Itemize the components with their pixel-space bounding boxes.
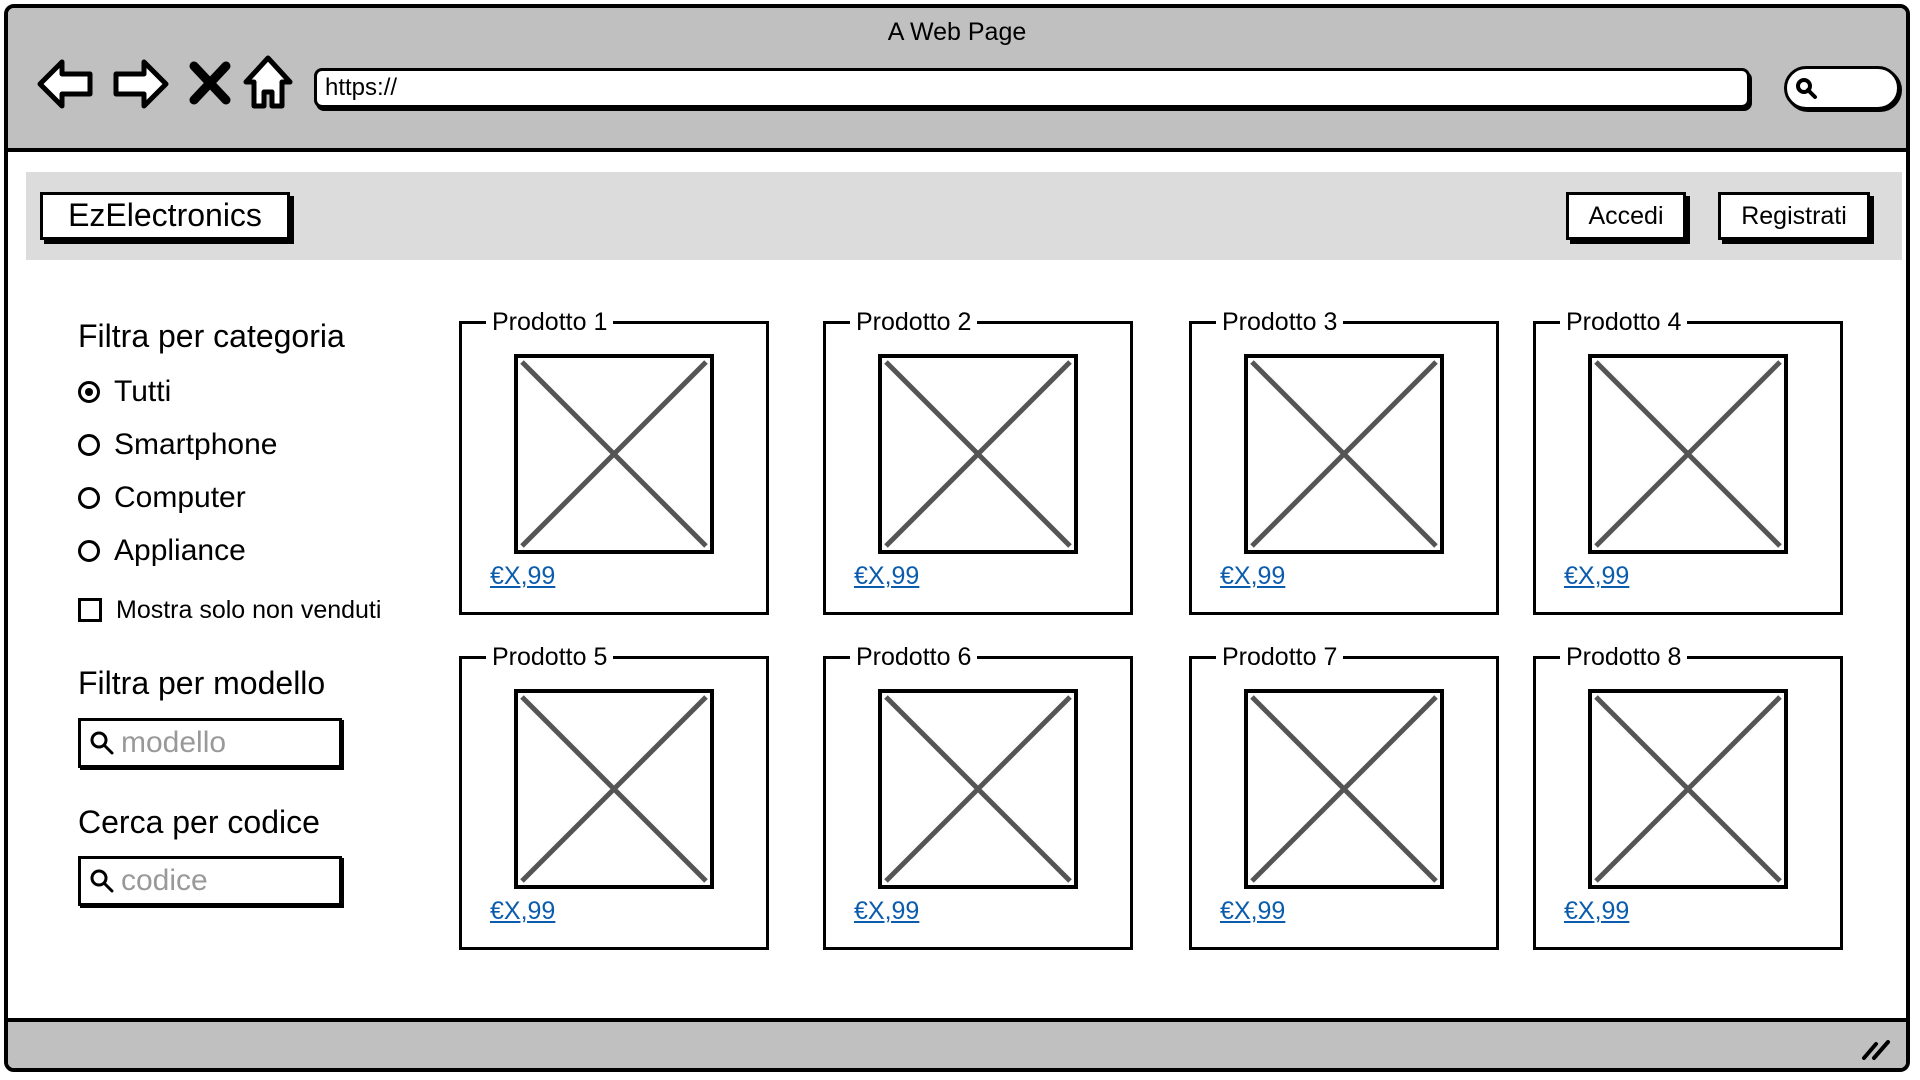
product-price-link[interactable]: €X,99 (1220, 562, 1286, 590)
image-placeholder-icon (514, 354, 714, 554)
model-filter-heading: Filtra per modello (78, 665, 326, 701)
category-radio-label: Smartphone (114, 428, 278, 461)
forward-arrow-icon[interactable] (108, 52, 172, 116)
image-placeholder-icon (878, 689, 1078, 889)
image-placeholder-icon (1588, 354, 1788, 554)
product-price-link[interactable]: €X,99 (1564, 897, 1630, 925)
image-placeholder-icon (1588, 689, 1788, 889)
category-radio-computer[interactable]: Computer (78, 478, 246, 518)
category-radio-smartphone[interactable]: Smartphone (78, 425, 277, 465)
product-title: Prodotto 3 (1216, 308, 1344, 336)
product-card[interactable]: Prodotto 3 €X,99 (1189, 308, 1499, 615)
radio-button[interactable] (78, 434, 100, 456)
home-icon[interactable] (240, 52, 304, 116)
product-title: Prodotto 4 (1560, 308, 1688, 336)
browser-search-button[interactable] (1784, 66, 1900, 110)
image-placeholder-icon (878, 354, 1078, 554)
search-icon (90, 731, 114, 755)
unsold-only-label: Mostra solo non venduti (116, 595, 382, 624)
brand-logo-button[interactable]: EzElectronics (40, 192, 290, 240)
browser-title: A Web Page (887, 18, 1027, 46)
product-card[interactable]: Prodotto 1 €X,99 (459, 308, 769, 615)
product-title: Prodotto 2 (850, 308, 978, 336)
product-price-link[interactable]: €X,99 (854, 897, 920, 925)
category-radio-label: Tutti (114, 375, 172, 408)
unsold-only-checkbox[interactable] (78, 598, 102, 622)
product-price-link[interactable]: €X,99 (490, 562, 556, 590)
product-card[interactable]: Prodotto 5 €X,99 (459, 643, 769, 950)
signup-button[interactable]: Registrati (1718, 192, 1870, 240)
product-card[interactable]: Prodotto 7 €X,99 (1189, 643, 1499, 950)
browser-toolbar: A Web Page https:// (8, 8, 1906, 152)
image-placeholder-icon (514, 689, 714, 889)
product-price-link[interactable]: €X,99 (1564, 562, 1630, 590)
product-price-link[interactable]: €X,99 (854, 562, 920, 590)
stop-x-icon[interactable] (186, 52, 250, 116)
unsold-only-checkbox-row[interactable]: Mostra solo non venduti (78, 590, 381, 630)
app-header: EzElectronics Accedi Registrati (26, 172, 1902, 260)
radio-button[interactable] (78, 381, 100, 403)
category-radio-label: Appliance (114, 534, 246, 567)
product-title: Prodotto 6 (850, 643, 978, 671)
product-card[interactable]: Prodotto 6 €X,99 (823, 643, 1133, 950)
back-arrow-icon[interactable] (34, 52, 98, 116)
product-price-link[interactable]: €X,99 (1220, 897, 1286, 925)
resize-grip-icon[interactable] (1860, 1032, 1892, 1062)
product-card[interactable]: Prodotto 2 €X,99 (823, 308, 1133, 615)
category-radio-tutti[interactable]: Tutti (78, 372, 171, 412)
category-filter-heading: Filtra per categoria (78, 318, 345, 354)
code-search-input[interactable] (121, 864, 331, 898)
radio-button[interactable] (78, 487, 100, 509)
model-search-field[interactable] (78, 718, 342, 768)
code-search-heading: Cerca per codice (78, 804, 320, 840)
category-radio-label: Computer (114, 481, 246, 514)
browser-window: A Web Page https:// (4, 4, 1910, 1072)
url-bar[interactable]: https:// (314, 68, 1750, 108)
search-icon (90, 869, 114, 893)
code-search-field[interactable] (78, 856, 342, 906)
model-search-input[interactable] (121, 726, 331, 760)
product-title: Prodotto 1 (486, 308, 614, 336)
search-icon (1796, 78, 1817, 99)
browser-status-bar (8, 1018, 1906, 1068)
image-placeholder-icon (1244, 689, 1444, 889)
product-card[interactable]: Prodotto 4 €X,99 (1533, 308, 1843, 615)
product-price-link[interactable]: €X,99 (490, 897, 556, 925)
product-card[interactable]: Prodotto 8 €X,99 (1533, 643, 1843, 950)
login-button[interactable]: Accedi (1566, 192, 1686, 240)
radio-button[interactable] (78, 540, 100, 562)
product-title: Prodotto 8 (1560, 643, 1688, 671)
image-placeholder-icon (1244, 354, 1444, 554)
product-title: Prodotto 7 (1216, 643, 1344, 671)
product-title: Prodotto 5 (486, 643, 614, 671)
category-radio-appliance[interactable]: Appliance (78, 531, 246, 571)
